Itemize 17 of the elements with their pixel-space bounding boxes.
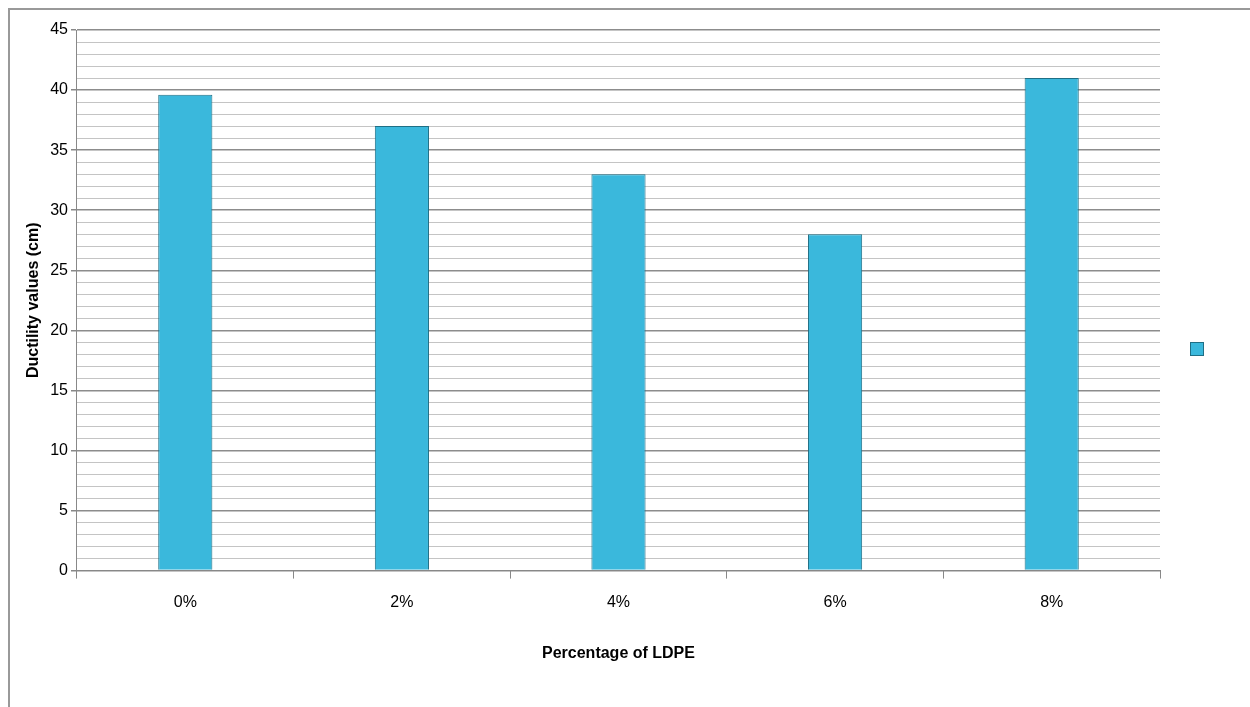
y-tick-label: 40 bbox=[50, 80, 69, 98]
y-tick-label: 25 bbox=[50, 260, 69, 278]
y-tick-label: 5 bbox=[59, 500, 69, 518]
y-tick-label: 15 bbox=[50, 380, 69, 398]
y-axis-title: Ductility values (cm) bbox=[24, 222, 42, 379]
x-tick-label: 8% bbox=[1040, 592, 1064, 610]
y-tick-label: 0 bbox=[59, 561, 69, 579]
x-tick-label: 6% bbox=[823, 592, 847, 610]
y-tick-label: 45 bbox=[50, 20, 69, 38]
y-tick-label: 10 bbox=[50, 440, 69, 458]
y-tick-label: 20 bbox=[50, 320, 69, 338]
x-tick-label: 4% bbox=[606, 592, 631, 610]
x-tick-label: 0% bbox=[173, 592, 197, 610]
x-axis-title: Percentage of LDPE bbox=[542, 643, 696, 661]
y-tick-label: 30 bbox=[50, 200, 69, 218]
y-tick-label: 35 bbox=[50, 140, 69, 158]
x-tick-label: 2% bbox=[390, 592, 414, 610]
